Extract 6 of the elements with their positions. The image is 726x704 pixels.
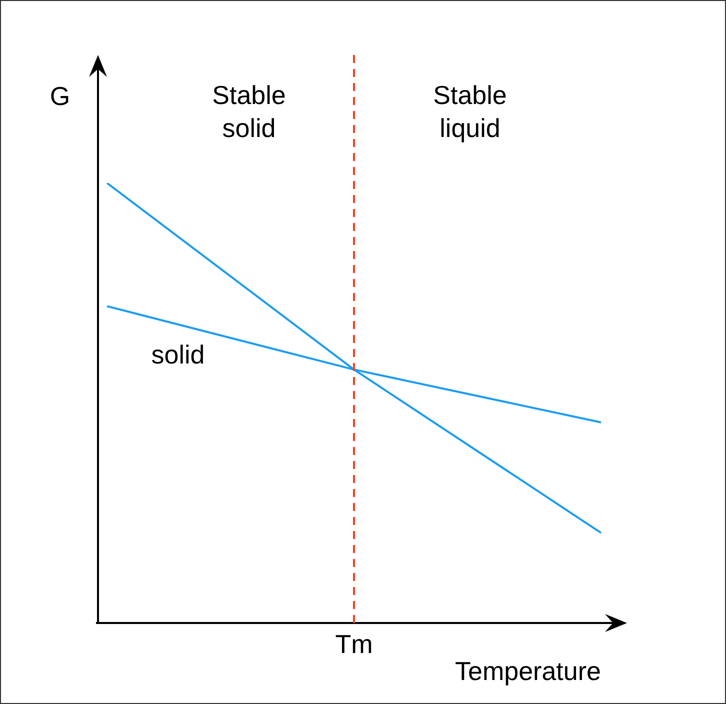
- y-axis-title: G: [50, 81, 70, 112]
- text: Stable solid: [212, 80, 286, 144]
- text: Tm: [335, 629, 373, 660]
- text: Stable liquid: [433, 80, 507, 144]
- series-label: solid: [151, 339, 205, 370]
- x-axis-title: Temperature: [455, 656, 601, 686]
